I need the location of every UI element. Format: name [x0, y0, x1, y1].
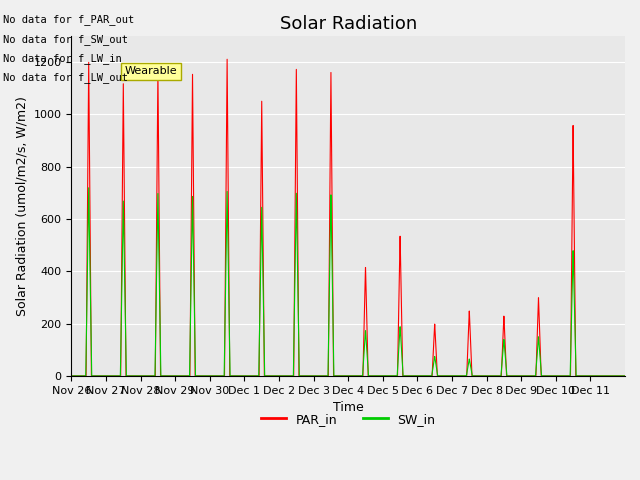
SW_in — [95, 373, 103, 379]
PAR_in — [508, 373, 515, 379]
Text: No data for f_LW_out: No data for f_LW_out — [3, 72, 128, 83]
SW_in — [478, 373, 486, 379]
SW_in — [508, 373, 515, 379]
PAR_in — [621, 373, 629, 379]
X-axis label: Time: Time — [333, 401, 364, 414]
PAR_in — [223, 56, 231, 62]
Title: Solar Radiation: Solar Radiation — [280, 15, 417, 33]
PAR_in — [419, 373, 427, 379]
PAR_in — [478, 373, 486, 379]
SW_in — [68, 373, 76, 379]
SW_in — [268, 373, 276, 379]
Text: No data for f_SW_out: No data for f_SW_out — [3, 34, 128, 45]
Line: SW_in: SW_in — [72, 188, 625, 376]
Line: PAR_in: PAR_in — [72, 59, 625, 376]
PAR_in — [395, 290, 403, 296]
PAR_in — [68, 373, 76, 379]
SW_in — [419, 373, 427, 379]
SW_in — [85, 185, 93, 191]
SW_in — [621, 373, 629, 379]
Text: No data for f_LW_in: No data for f_LW_in — [3, 53, 122, 64]
Text: No data for f_PAR_out: No data for f_PAR_out — [3, 14, 134, 25]
Y-axis label: Solar Radiation (umol/m2/s, W/m2): Solar Radiation (umol/m2/s, W/m2) — [15, 96, 28, 316]
Text: Wearable: Wearable — [125, 66, 177, 76]
PAR_in — [268, 373, 276, 379]
SW_in — [395, 341, 403, 347]
PAR_in — [95, 373, 103, 379]
Legend: PAR_in, SW_in: PAR_in, SW_in — [256, 408, 440, 431]
